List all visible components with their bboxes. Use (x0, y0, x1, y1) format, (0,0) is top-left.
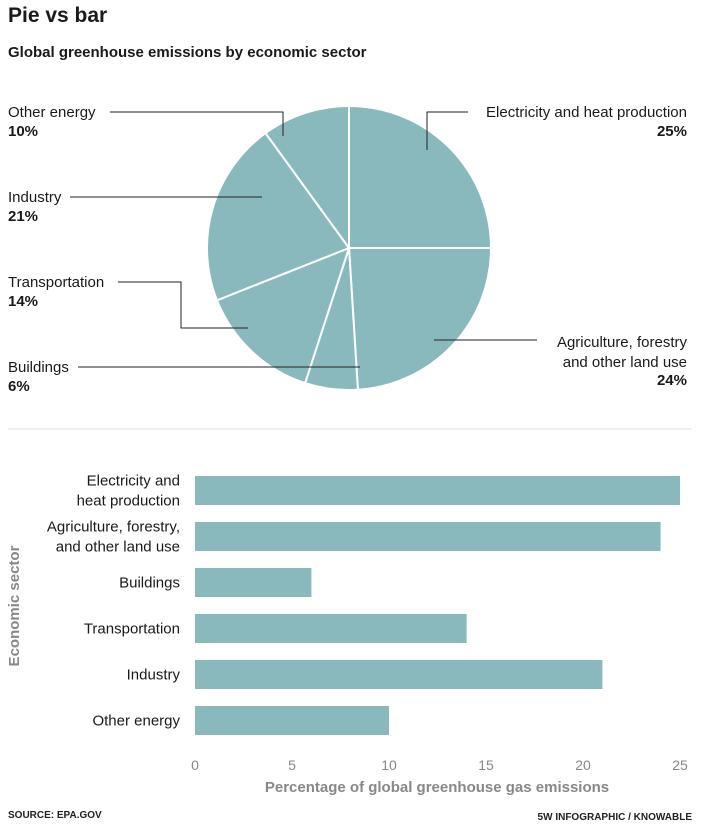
bar-buildings (195, 568, 312, 597)
bar-electricity-and-heat-production (195, 476, 680, 505)
x-axis-title: Percentage of global greenhouse gas emis… (265, 779, 609, 796)
pie-value-agriculture-forestry-and-other-land-use: 24% (657, 372, 687, 389)
pie-leader-other-energy (110, 111, 284, 136)
bar-category-label-other-energy: Other energy (92, 713, 180, 730)
pie-slice-other-energy (264, 104, 350, 252)
bar-agriculture-forestry-and-other-land-use (195, 522, 661, 551)
source-note: SOURCE: EPA.GOV (8, 810, 102, 821)
pie-value-buildings: 6% (8, 378, 30, 395)
pie-label-electricity-and-heat-production: Electricity and heat production (486, 104, 687, 121)
bar-category-label-transportation: Transportation (84, 621, 180, 638)
pie-value-other-energy: 10% (8, 123, 38, 140)
pie-slice-electricity-and-heat-production (348, 104, 493, 249)
chart-subtitle: Global greenhouse emissions by economic … (8, 44, 367, 61)
pie-slice-transportation (215, 246, 351, 385)
chart-title: Pie vs bar (8, 4, 108, 27)
category-line-1: Agriculture, forestry, (47, 519, 180, 536)
y-axis-title: Economic sector (6, 545, 23, 666)
bar-category-label-buildings: Buildings (119, 575, 180, 592)
pie-slice-agriculture-forestry-and-other-land-use (347, 247, 493, 391)
pie-value-industry: 21% (8, 208, 38, 225)
category-line-1: Electricity and (87, 473, 180, 490)
pie-label-line-1: Agriculture, forestry (557, 334, 688, 351)
credit-note: 5W INFOGRAPHIC / KNOWABLE (537, 812, 692, 823)
x-tick-label-25: 25 (672, 757, 688, 773)
pie-leader-electricity-and-heat-production (426, 111, 468, 150)
pie-chart: Electricity and heat production 25% Agricu… (8, 104, 687, 395)
category-line-2: and other land use (56, 539, 180, 556)
bar-category-label-industry: Industry (127, 667, 181, 684)
pie-leader-transportation (118, 281, 248, 329)
bar-other-energy (195, 706, 389, 735)
bar-industry (195, 660, 603, 689)
pie-label-agriculture-forestry-and-other-land-use: Agriculture, forestry and other land use (557, 334, 688, 371)
pie-label-buildings: Buildings (8, 359, 69, 376)
bar-chart: Electricity and heat production Agricultur… (6, 473, 688, 797)
x-tick-label-5: 5 (288, 757, 296, 773)
pie-value-electricity-and-heat-production: 25% (657, 123, 687, 140)
pie-label-line-2: and other land use (563, 354, 687, 371)
pie-value-transportation: 14% (8, 293, 38, 310)
pie-label-industry: Industry (8, 189, 62, 206)
bar-category-label-electricity-and-heat-production: Electricity and heat production (77, 473, 180, 510)
pie-label-transportation: Transportation (8, 274, 104, 291)
x-tick-label-0: 0 (191, 757, 199, 773)
pie-slice-industry (206, 131, 351, 302)
bar-transportation (195, 614, 467, 643)
x-tick-label-15: 15 (478, 757, 494, 773)
bar-category-label-agriculture-forestry-and-other-land-use: Agriculture, forestry, and other land use (47, 519, 180, 556)
x-tick-label-20: 20 (575, 757, 591, 773)
x-tick-label-10: 10 (381, 757, 397, 773)
category-line-2: heat production (77, 493, 180, 510)
pie-label-other-energy: Other energy (8, 104, 96, 121)
